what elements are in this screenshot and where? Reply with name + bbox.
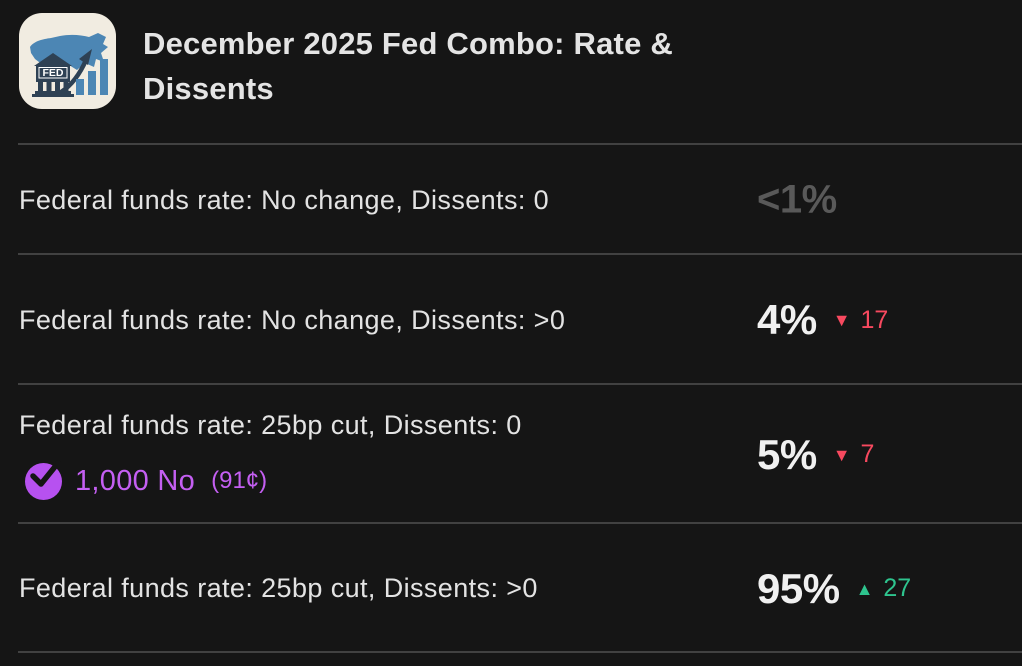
position-check-icon	[25, 459, 62, 500]
growth-arrow-icon	[58, 49, 92, 95]
position-shares: 1,000 No	[75, 464, 196, 497]
market-title[interactable]: December 2025 Fed Combo: Rate & Dissents	[143, 21, 783, 111]
row-divider	[18, 383, 1022, 385]
market-title-line1: December 2025 Fed Combo: Rate &	[143, 26, 673, 61]
outcome-row-25bpcut-0[interactable]: Federal funds rate: 25bp cut, Dissents: …	[0, 385, 1022, 524]
outcome-label: Federal funds rate: No change, Dissents:…	[19, 304, 566, 335]
delta-value: 7	[860, 440, 875, 468]
outcome-label: Federal funds rate: No change, Dissents:…	[19, 184, 550, 215]
delta-value: 27	[883, 574, 912, 602]
market-title-line2: Dissents	[143, 71, 274, 106]
row-divider	[18, 253, 1022, 255]
outcome-row-nochange-0[interactable]: Federal funds rate: No change, Dissents:…	[0, 145, 1022, 255]
market-header: FED December 2025 Fed Combo: Rate & Diss…	[0, 0, 1022, 145]
triangle-down-icon: ▼	[832, 310, 851, 330]
delta-value: 17	[860, 305, 889, 334]
outcome-chance: 95% ▲ 27	[757, 565, 911, 613]
outcome-label: Federal funds rate: 25bp cut, Dissents: …	[19, 409, 522, 440]
fed-building-icon: FED	[32, 53, 74, 97]
outcome-left-column: Federal funds rate: 25bp cut, Dissents: …	[19, 410, 522, 500]
outcome-label: Federal funds rate: 25bp cut, Dissents: …	[19, 573, 538, 603]
chance-value: 5%	[757, 430, 817, 478]
user-position[interactable]: 1,000 No (91¢)	[25, 459, 522, 500]
bar-chart-icon	[76, 59, 108, 95]
fed-bank-chart-illustration: FED	[30, 33, 108, 97]
outcome-chance: 5% ▼ 7	[757, 431, 874, 479]
chance-delta: ▼ 17	[833, 306, 889, 335]
position-price: (91¢)	[211, 467, 268, 494]
row-divider	[18, 522, 1022, 524]
triangle-down-icon: ▼	[832, 444, 851, 465]
header-divider	[18, 143, 1022, 145]
chance-delta: ▲ 27	[856, 574, 912, 603]
outcome-chance: <1%	[757, 178, 837, 223]
chance-value: 4%	[757, 296, 817, 343]
chance-value: <1%	[757, 177, 837, 222]
chance-value: 95%	[757, 564, 840, 612]
outcome-chance: 4% ▼ 17	[757, 296, 888, 344]
row-divider	[18, 651, 1022, 653]
fed-combo-market-icon: FED	[19, 13, 116, 109]
outcome-row-25bpcut-gt0[interactable]: Federal funds rate: 25bp cut, Dissents: …	[0, 524, 1022, 653]
outcome-row-nochange-gt0[interactable]: Federal funds rate: No change, Dissents:…	[0, 255, 1022, 385]
triangle-up-icon: ▲	[855, 578, 874, 599]
chance-delta: ▼ 7	[833, 440, 875, 469]
fed-icon-label: FED	[43, 67, 64, 79]
